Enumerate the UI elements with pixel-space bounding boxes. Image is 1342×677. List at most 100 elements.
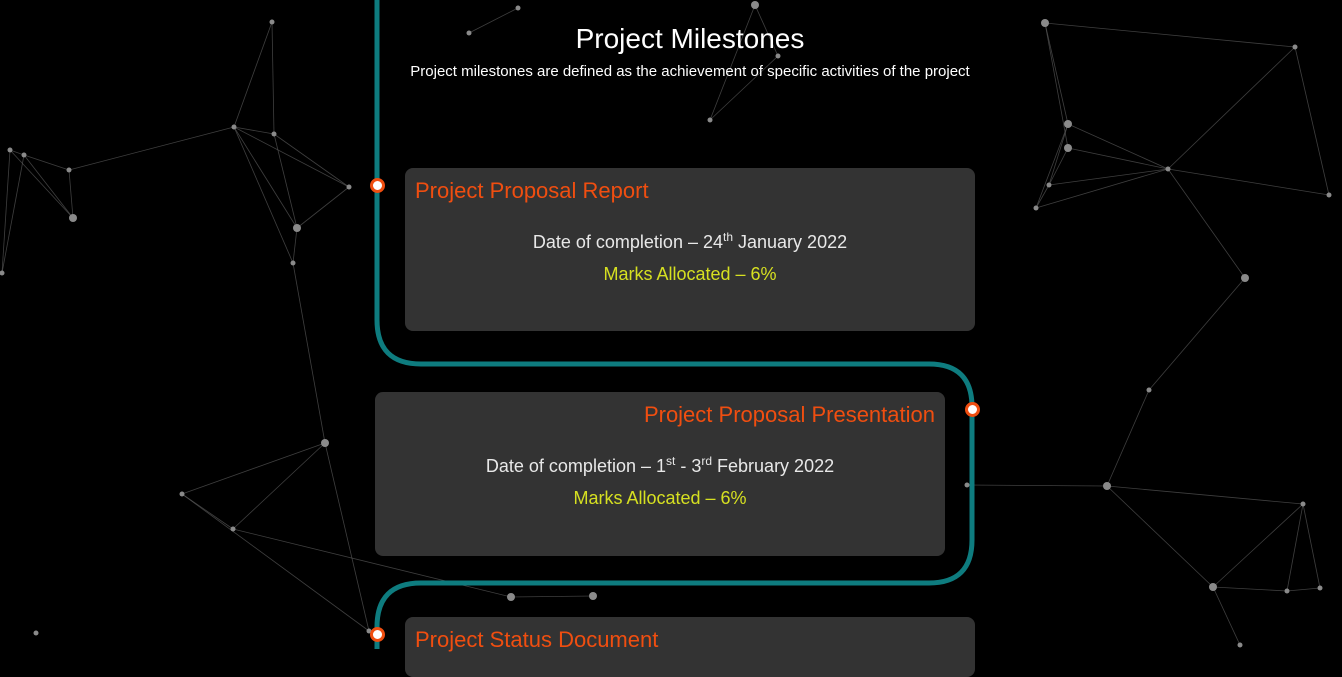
network-edge	[296, 186, 350, 229]
milestone-details: Date of completion – 1st - 3rd February …	[385, 454, 935, 510]
network-edge	[9, 149, 74, 219]
network-edge	[233, 126, 275, 135]
network-edge	[232, 442, 326, 530]
network-node	[66, 167, 72, 173]
network-edge	[292, 227, 298, 264]
network-node	[964, 482, 970, 488]
date-month-year: February 2022	[712, 456, 835, 476]
network-edge	[1294, 46, 1330, 196]
page-header: Project Milestones Project milestones ar…	[405, 22, 975, 81]
network-edge	[1048, 147, 1069, 186]
network-node	[346, 184, 352, 190]
network-node	[466, 30, 472, 36]
network-node	[0, 270, 5, 276]
completion-date: Date of completion – 1st - 3rd February …	[385, 454, 935, 478]
network-edge	[1286, 503, 1304, 592]
milestone-marker-2	[965, 402, 980, 417]
network-edge	[1106, 485, 1214, 588]
network-node	[1103, 482, 1111, 490]
network-edge	[1167, 46, 1296, 170]
page-title: Project Milestones	[575, 23, 805, 54]
completion-date: Date of completion – 24th January 2022	[415, 230, 965, 254]
milestone-title: Project Proposal Report	[415, 178, 649, 203]
network-edge	[181, 442, 326, 495]
network-node	[507, 593, 515, 601]
network-edge	[233, 126, 294, 264]
network-node	[231, 124, 237, 130]
network-edge	[1067, 147, 1169, 170]
network-node	[1292, 44, 1298, 50]
milestone-marker-3	[370, 627, 385, 642]
network-edge	[23, 154, 74, 219]
network-node	[230, 526, 236, 532]
network-edge	[1035, 168, 1169, 209]
network-node	[1041, 19, 1049, 27]
network-node	[179, 491, 185, 497]
network-node	[7, 147, 13, 153]
milestone-details: Date of completion – 24th January 2022 M…	[415, 230, 965, 286]
network-node	[1300, 501, 1306, 507]
network-edge	[1106, 389, 1150, 487]
network-node	[269, 19, 275, 25]
network-edge	[1, 149, 11, 274]
date-range-end: - 3	[675, 456, 702, 476]
network-node	[707, 117, 713, 123]
network-node	[290, 260, 296, 266]
network-node	[775, 53, 781, 59]
date-ordinal: th	[723, 230, 734, 244]
milestone-card-status-document: Project Status Document	[405, 617, 975, 677]
network-edge	[1212, 586, 1288, 592]
network-edge	[1106, 485, 1304, 505]
network-edge	[709, 4, 756, 121]
network-node	[1064, 144, 1072, 152]
milestone-title: Project Proposal Presentation	[643, 402, 935, 427]
network-node	[1046, 182, 1052, 188]
network-edge	[1, 154, 25, 274]
network-edge	[468, 7, 519, 34]
network-edge	[68, 126, 235, 171]
network-edge	[754, 4, 779, 57]
network-edge	[233, 21, 273, 128]
marks-allocated: Marks Allocated – 6%	[573, 488, 747, 508]
network-node	[1165, 166, 1171, 172]
network-node	[1284, 588, 1290, 594]
network-node	[1326, 192, 1332, 198]
network-node	[1033, 205, 1039, 211]
network-node	[33, 630, 39, 636]
network-edge	[1148, 277, 1246, 391]
network-edge	[709, 55, 779, 121]
network-edge	[1035, 123, 1069, 209]
network-edge	[1035, 184, 1050, 209]
network-edge	[1044, 22, 1069, 149]
network-edge	[1167, 168, 1246, 279]
network-node	[589, 592, 597, 600]
network-node	[69, 214, 77, 222]
marks-allocated: Marks Allocated – 6%	[603, 264, 777, 284]
network-edge	[966, 484, 1108, 487]
network-node	[1237, 642, 1243, 648]
milestone-card-proposal-presentation: Project Proposal Presentation Date of co…	[375, 392, 945, 556]
network-edge	[1048, 168, 1169, 186]
date-text: Date of completion – 24	[532, 232, 723, 252]
network-edge	[233, 126, 298, 229]
network-edge	[68, 169, 74, 219]
network-node	[21, 152, 27, 158]
network-node	[1146, 387, 1152, 393]
network-node	[321, 439, 329, 447]
network-edge	[292, 262, 326, 444]
network-edge	[1302, 503, 1321, 589]
timeline-path	[374, 0, 975, 649]
network-node	[751, 1, 759, 9]
network-edge	[1167, 168, 1330, 196]
page-subtitle: Project milestones are defined as the ac…	[410, 63, 970, 80]
milestone-title: Project Status Document	[415, 627, 659, 652]
network-edge	[273, 133, 298, 229]
date-text: Date of completion – 1	[485, 456, 666, 476]
network-edge	[510, 595, 594, 598]
network-node	[293, 224, 301, 232]
network-edge	[181, 493, 370, 632]
milestone-marker-1	[370, 178, 385, 193]
network-edge	[232, 528, 512, 598]
date-month-year: January 2022	[733, 232, 848, 252]
network-node	[515, 5, 521, 11]
